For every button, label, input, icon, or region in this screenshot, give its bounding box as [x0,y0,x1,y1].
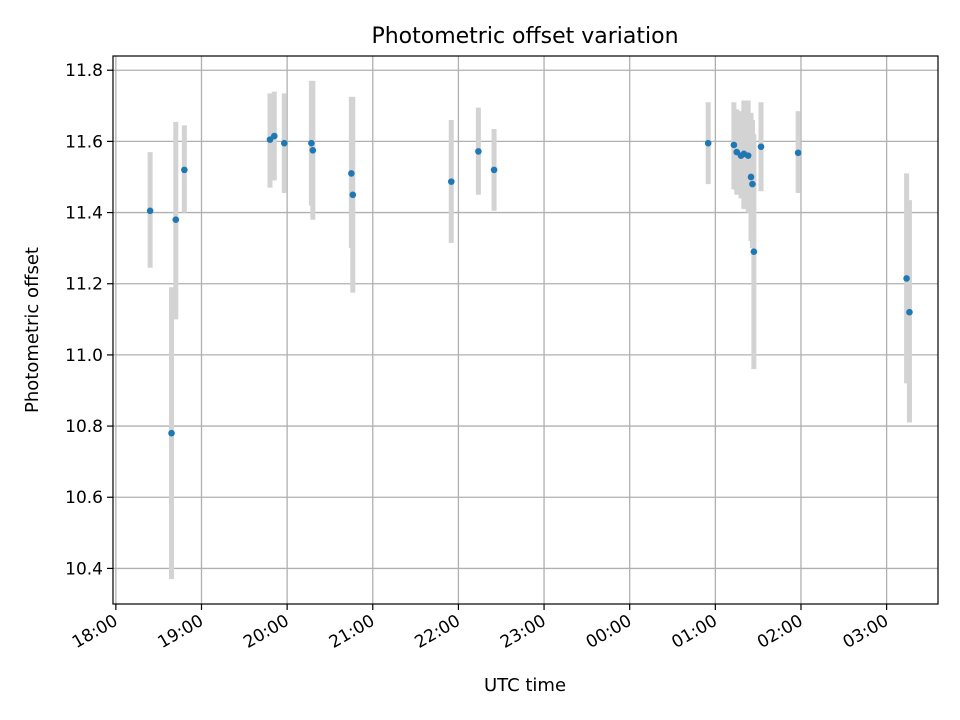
data-point [730,141,738,149]
data-point [172,216,180,223]
y-tick-label: 10.8 [65,417,103,437]
data-point [308,139,315,147]
data-point [349,191,357,199]
grid-layer [113,56,938,604]
data-point [475,148,482,155]
data-point [270,132,278,140]
data-point [447,178,455,185]
data-point [750,248,758,256]
y-tick-label: 10.6 [65,488,103,508]
data-point [749,180,756,188]
y-axis-label: Photometric offset [22,247,43,413]
y-axis-ticks: 10.4 10.6 10.8 11.0 11.2 11.4 11.6 11.8 [65,61,113,579]
y-tick-label: 11.2 [65,275,103,295]
y-tick-label: 11.8 [65,61,103,81]
data-point [146,207,154,215]
data-point [309,146,317,154]
data-point [906,308,913,316]
y-tick-label: 11.0 [65,346,103,366]
y-tick-label: 10.4 [65,559,103,579]
data-point [181,166,188,174]
data-point [747,173,755,181]
data-point [744,152,752,159]
chart-title: Photometric offset variation [371,24,678,49]
y-tick-label: 11.4 [65,204,103,224]
x-axis-label: UTC time [484,675,566,696]
y-tick-label: 11.6 [65,132,103,152]
data-point [704,139,712,147]
data-point [903,275,910,282]
data-point-layer [146,132,913,437]
plot-frame [112,55,939,605]
data-point [168,429,175,437]
data-point [794,149,802,157]
data-point [348,170,355,177]
data-point [280,139,288,147]
data-point [757,143,765,151]
data-point [490,166,498,174]
